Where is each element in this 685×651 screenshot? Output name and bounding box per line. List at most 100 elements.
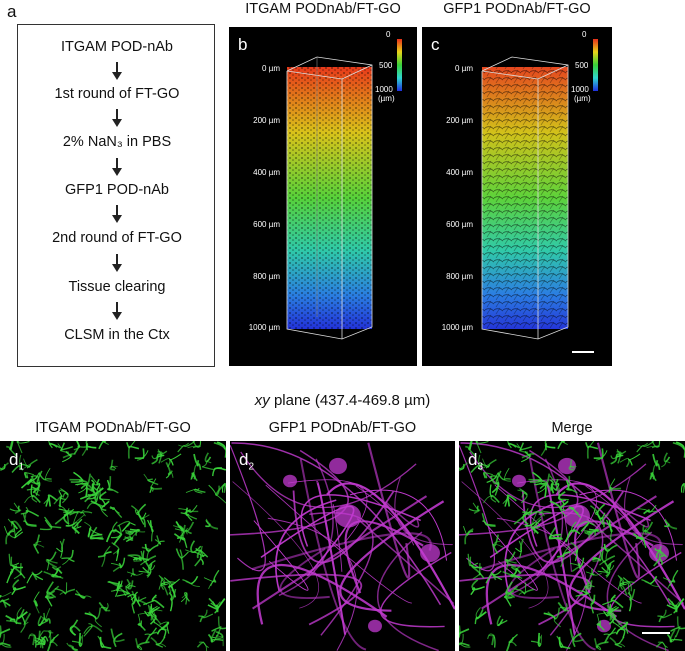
microglia-cell xyxy=(71,518,83,535)
microglia-cell xyxy=(463,526,474,545)
microglia-cell xyxy=(79,487,104,503)
microglia-cell xyxy=(43,571,64,579)
microglia-cell xyxy=(652,453,661,477)
microglia-cell xyxy=(583,529,596,539)
microglia-cell xyxy=(568,459,577,471)
microglia-cell xyxy=(167,578,180,598)
microglia-cell xyxy=(159,621,170,634)
step-4: GFP1 POD-nAb xyxy=(65,182,169,198)
depth-label-400: 400 µm xyxy=(253,168,280,177)
microglia-cell xyxy=(185,540,205,557)
microglia-cell xyxy=(594,638,609,651)
microglia-cell xyxy=(522,508,529,517)
microglia-cell xyxy=(154,535,165,547)
microglia-cell xyxy=(593,448,608,461)
microglia-cell xyxy=(517,488,528,504)
microglia-cell xyxy=(585,568,602,577)
depth-label-1000: 1000 µm xyxy=(248,323,280,332)
microglia-cell xyxy=(126,441,140,459)
microglia-cell xyxy=(150,636,167,648)
microglia-cell xyxy=(602,594,624,609)
microglia-cell xyxy=(151,450,168,465)
microglia-cell xyxy=(23,458,38,469)
depth-label-200: 200 µm xyxy=(446,116,473,125)
microglia-cell xyxy=(608,478,622,494)
microglia-cell xyxy=(569,557,585,572)
neuron-soma xyxy=(329,457,347,475)
microglia-cell xyxy=(56,538,65,558)
xy-rest: plane (437.4-469.8 µm) xyxy=(269,392,431,409)
depth-label-0: 0 µm xyxy=(455,64,473,73)
step-1: ITGAM POD-nAb xyxy=(61,39,173,55)
microglia-cell xyxy=(6,565,18,584)
microglia-cell xyxy=(507,441,520,449)
microglia-cell xyxy=(556,635,571,650)
microglia-cell xyxy=(135,638,150,651)
microglia-cell xyxy=(575,585,590,597)
microglia-cell xyxy=(190,472,198,482)
microglia-cell xyxy=(180,592,190,605)
microglia-cell xyxy=(53,490,66,508)
merge-image xyxy=(459,441,685,651)
microglia-cell xyxy=(486,472,500,487)
microglia-cell xyxy=(110,628,125,648)
colorbar-label-0: 0 xyxy=(582,30,587,39)
microglia-cell xyxy=(48,441,61,449)
microglia-cell xyxy=(609,636,626,648)
microglia-cell xyxy=(61,549,75,565)
microglia-cell xyxy=(619,577,628,596)
microglia-cell xyxy=(606,519,613,542)
neuron-soma xyxy=(649,544,669,562)
depth-colorbar xyxy=(397,39,402,91)
microglia-cell xyxy=(193,453,202,477)
microglia-cell xyxy=(126,568,143,577)
microglia-cell xyxy=(622,577,635,594)
microglia-cell xyxy=(45,551,58,571)
volume-render-b xyxy=(286,39,402,340)
microglia-cell xyxy=(144,627,158,644)
microglia-cell xyxy=(600,543,618,560)
microglia-cell xyxy=(22,513,37,527)
microglia-cell xyxy=(680,482,685,493)
neurite xyxy=(376,531,439,651)
panel-b-title: ITGAM PODnAb/FT-GO xyxy=(245,1,401,17)
microglia-cell xyxy=(595,511,609,528)
microglia-cell xyxy=(569,628,584,648)
neurite xyxy=(300,494,422,547)
panel-d1-image: d1 xyxy=(0,441,226,651)
microglia-cell xyxy=(97,635,112,650)
microglia-cell xyxy=(7,518,23,530)
neuron-soma xyxy=(512,474,526,488)
microglia-cell xyxy=(33,534,45,554)
microglia-cell xyxy=(20,478,41,489)
neurite xyxy=(279,547,330,599)
microglia-cell xyxy=(110,557,126,572)
arrow-down-icon xyxy=(112,205,122,223)
microglia-cell xyxy=(212,631,224,647)
microglia-cell xyxy=(557,441,568,450)
microglia-cell xyxy=(557,601,570,612)
neurite xyxy=(481,495,657,610)
microglia-cell xyxy=(632,527,648,548)
microglia-cell xyxy=(528,509,552,517)
microglia-cell xyxy=(26,570,44,584)
arrow-down-icon xyxy=(112,62,122,80)
neurite xyxy=(287,479,368,544)
microglia-cell xyxy=(143,594,165,609)
colorbar-label-0: 0 xyxy=(386,30,391,39)
microglia-cell xyxy=(504,551,517,571)
step-3: 2% NaN₃ in PBS xyxy=(62,134,172,150)
microglia-cell xyxy=(459,625,470,639)
microglia-cell xyxy=(515,538,524,558)
microglia-cell xyxy=(198,609,214,623)
microglia-cell xyxy=(482,472,494,479)
neurite xyxy=(367,442,411,579)
microglia-cell xyxy=(9,502,22,514)
microglia-cell xyxy=(586,528,605,536)
neurite xyxy=(380,551,452,628)
neuron-soma xyxy=(335,504,361,528)
microglia-cell xyxy=(657,609,673,623)
microglia-cell xyxy=(207,629,224,643)
microglia-cell xyxy=(149,478,163,494)
microglia-cell xyxy=(603,627,617,644)
